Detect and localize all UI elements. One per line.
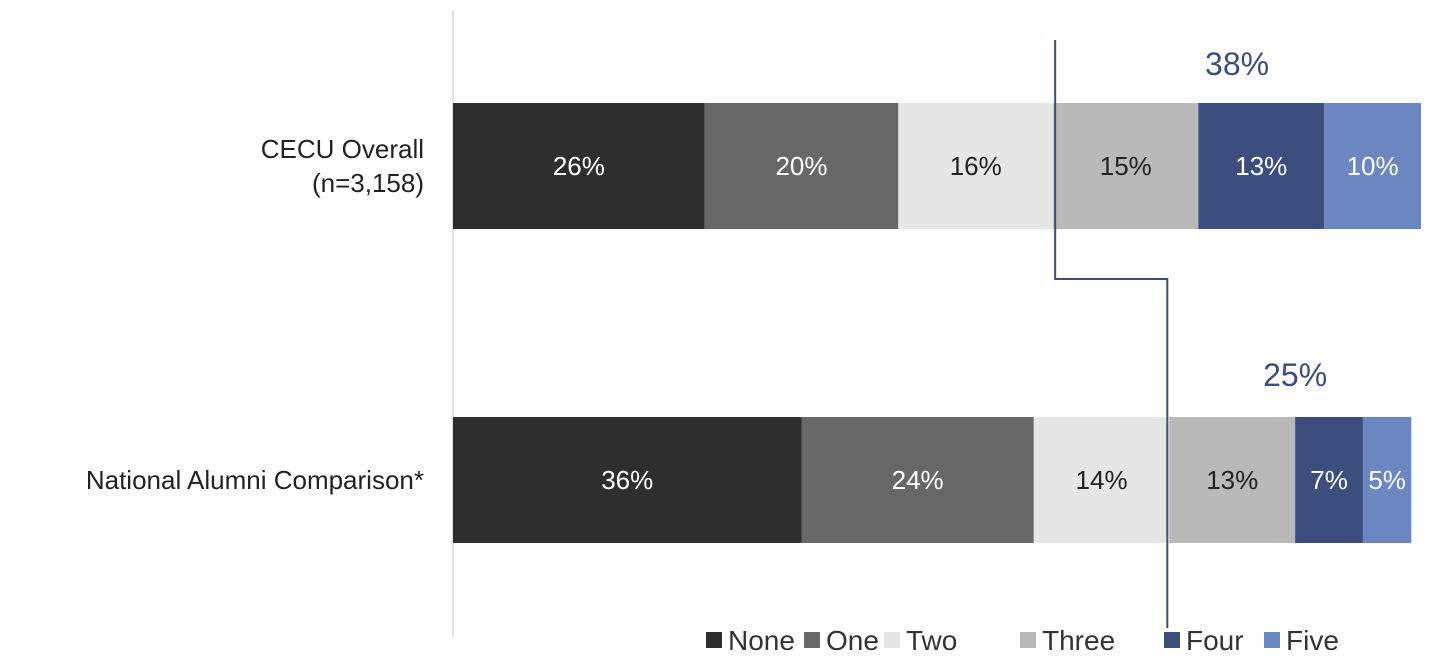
data-label-two: 16% xyxy=(950,151,1002,181)
bar-segment-five xyxy=(1362,417,1412,543)
legend-swatch-five xyxy=(1264,632,1280,648)
data-label-three: 15% xyxy=(1100,151,1152,181)
legend-label-none: None xyxy=(728,625,795,656)
legend-label-one: One xyxy=(826,625,879,656)
bar-segment-three xyxy=(1169,417,1296,543)
callout-label: 25% xyxy=(1263,357,1327,393)
legend-swatch-three xyxy=(1020,632,1036,648)
legend-label-three: Three xyxy=(1042,625,1115,656)
data-label-none: 36% xyxy=(601,465,653,495)
bar-segment-three xyxy=(1053,103,1199,229)
bar-segment-one xyxy=(704,103,899,229)
bar-segment-none xyxy=(453,103,705,229)
bar-segment-one xyxy=(801,417,1034,543)
legend-swatch-two xyxy=(884,632,900,648)
comparison-connector-line xyxy=(1054,40,1169,628)
bar-segment-five xyxy=(1324,103,1421,229)
legend-label-two: Two xyxy=(906,625,957,656)
bar-segment-two xyxy=(898,103,1054,229)
legend: None One Two Three Four Five xyxy=(706,625,1339,656)
bar-segment-none xyxy=(453,417,802,543)
category-label-line: CECU Overall xyxy=(261,134,424,164)
data-label-four: 13% xyxy=(1235,151,1287,181)
legend-swatch-four xyxy=(1164,632,1180,648)
data-label-three: 13% xyxy=(1206,465,1258,495)
data-label-four: 7% xyxy=(1310,465,1348,495)
category-label: CECU Overall (n=3,158) xyxy=(261,134,424,198)
callout-label: 38% xyxy=(1205,46,1269,82)
bar-segment-four xyxy=(1198,103,1325,229)
data-label-five: 10% xyxy=(1347,151,1399,181)
data-label-none: 26% xyxy=(553,151,605,181)
category-label-line: (n=3,158) xyxy=(312,168,424,198)
legend-label-four: Four xyxy=(1186,625,1244,656)
legend-label-five: Five xyxy=(1286,625,1339,656)
data-label-one: 24% xyxy=(892,465,944,495)
legend-swatch-none xyxy=(706,632,722,648)
legend-swatch-one xyxy=(804,632,820,648)
data-label-five: 5% xyxy=(1368,465,1406,495)
bar-segment-two xyxy=(1033,417,1170,543)
data-label-one: 20% xyxy=(775,151,827,181)
data-label-two: 14% xyxy=(1076,465,1128,495)
bar-segment-four xyxy=(1295,417,1363,543)
category-label-line: National Alumni Comparison* xyxy=(86,465,424,495)
category-label: National Alumni Comparison* xyxy=(86,465,424,495)
